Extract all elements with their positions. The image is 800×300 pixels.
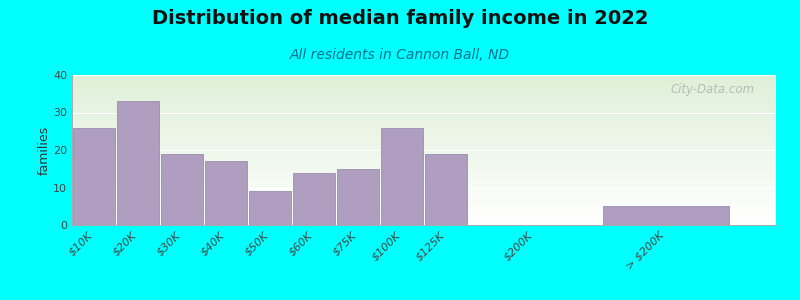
- Bar: [249, 191, 291, 225]
- Bar: [205, 161, 247, 225]
- Bar: [293, 172, 335, 225]
- Bar: [73, 128, 115, 225]
- Bar: [381, 128, 423, 225]
- Bar: [337, 169, 379, 225]
- Text: City-Data.com: City-Data.com: [670, 82, 755, 95]
- Bar: [603, 206, 729, 225]
- Bar: [425, 154, 467, 225]
- Bar: [117, 101, 159, 225]
- Text: All residents in Cannon Ball, ND: All residents in Cannon Ball, ND: [290, 48, 510, 62]
- Text: Distribution of median family income in 2022: Distribution of median family income in …: [152, 9, 648, 28]
- Bar: [161, 154, 203, 225]
- Y-axis label: families: families: [38, 125, 50, 175]
